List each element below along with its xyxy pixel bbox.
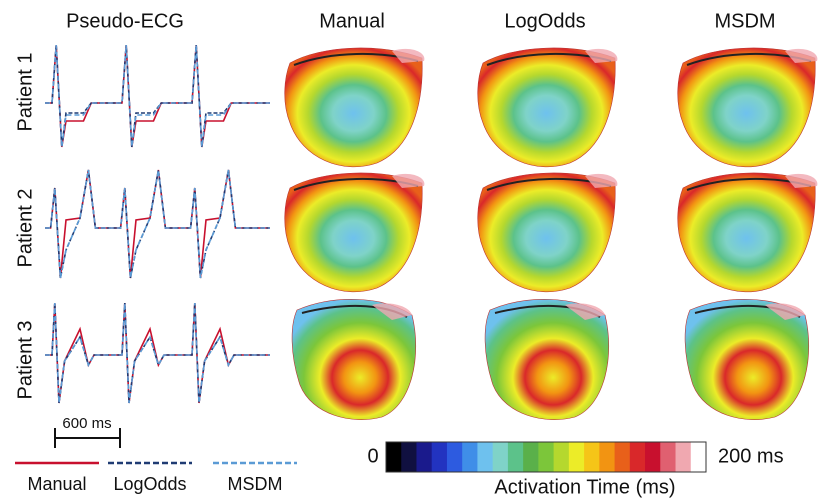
heart-atria [585, 48, 618, 63]
heart-map [684, 299, 810, 420]
heart-surface [291, 299, 417, 420]
colorbar-cell [675, 442, 692, 472]
colorbar-cell [462, 442, 478, 472]
heart-map [284, 172, 425, 293]
heart-atria [785, 48, 818, 63]
legend-label: Manual [27, 474, 86, 494]
column-title: Manual [319, 10, 385, 32]
row-label: Patient 2 [14, 189, 36, 268]
heart-surface [284, 172, 423, 293]
heart-atria [765, 303, 805, 320]
heart-surface [684, 299, 810, 420]
colorbar-cell [492, 442, 509, 472]
heart-map [477, 172, 618, 293]
ecg-trace [45, 44, 270, 148]
row-label: Patient 1 [14, 53, 36, 132]
heart-atria [565, 303, 605, 320]
colorbar-cell [416, 442, 433, 472]
row-label: Patient 3 [14, 321, 36, 400]
colorbar-title: Activation Time (ms) [494, 476, 675, 498]
heart-map [484, 299, 610, 420]
heart-atria [392, 48, 425, 63]
colorbar-max: 200 ms [718, 445, 784, 467]
colorbar-cell [538, 442, 555, 472]
ecg-trace [45, 44, 270, 148]
colorbar-cell [629, 442, 646, 472]
ecg-trace [45, 302, 270, 404]
heart-surface [677, 172, 816, 293]
ecg-trace [45, 44, 270, 148]
colorbar-cell [584, 442, 600, 472]
colorbar-cell [599, 442, 616, 472]
legend-label: MSDM [228, 474, 283, 494]
heart-surface [677, 47, 816, 168]
colorbar-cell [568, 442, 585, 472]
heart-surface [284, 47, 423, 168]
colorbar-cell [431, 442, 448, 472]
heart-map [291, 299, 417, 420]
ecg-trace [45, 169, 270, 279]
heart-atria [372, 303, 412, 320]
ecg-trace [45, 302, 270, 404]
colorbar-cell [477, 442, 494, 472]
heart-atria [585, 173, 618, 188]
colorbar-cell [690, 442, 707, 472]
ecg-trace [45, 169, 270, 279]
colorbar-cell [446, 442, 463, 472]
colorbar-cell [614, 442, 631, 472]
column-title: LogOdds [504, 10, 585, 32]
scale-label: 600 ms [62, 415, 111, 432]
colorbar-cell [401, 442, 417, 472]
heart-surface [477, 172, 616, 293]
colorbar-cell [645, 442, 661, 472]
heart-map [284, 47, 425, 168]
ecg-trace [45, 169, 270, 279]
column-title: MSDM [714, 10, 775, 32]
heart-map [477, 47, 618, 168]
ecg-trace [45, 302, 270, 404]
heart-surface [484, 299, 610, 420]
column-title: Pseudo-ECG [66, 10, 184, 32]
colorbar-cell [507, 442, 524, 472]
colorbar-frame [385, 441, 707, 473]
colorbar-min: 0 [367, 445, 378, 467]
heart-surface [477, 47, 616, 168]
heart-atria [392, 173, 425, 188]
colorbar-cell [523, 442, 539, 472]
heart-map [677, 172, 818, 293]
heart-map [677, 47, 818, 168]
colorbar-cell [386, 442, 402, 472]
heart-atria [785, 173, 818, 188]
legend-label: LogOdds [113, 474, 186, 494]
colorbar-cell [553, 442, 570, 472]
colorbar-cell [660, 442, 677, 472]
